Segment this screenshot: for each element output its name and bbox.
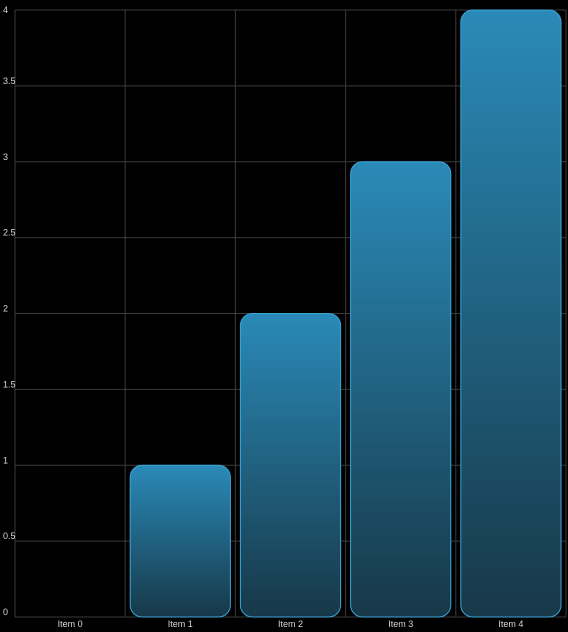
- y-tick-label: 2.5: [3, 228, 16, 238]
- y-tick-label: 4: [3, 5, 8, 15]
- y-tick-label: 0.5: [3, 531, 16, 541]
- y-tick-label: 1.5: [3, 379, 16, 389]
- bar-item-3[interactable]: [350, 161, 452, 618]
- y-tick-label: 0: [3, 607, 8, 617]
- y-tick-label: 1: [3, 455, 8, 465]
- x-category-label: Item 0: [58, 619, 83, 629]
- x-category-label: Item 3: [388, 619, 413, 629]
- y-tick-label: 3: [3, 152, 8, 162]
- y-tick-label: 3.5: [3, 76, 16, 86]
- y-tick-label: 2: [3, 304, 8, 314]
- bars: [129, 9, 562, 618]
- y-axis-ticks: 0 0.5 1 1.5 2 2.5 3 3.5 4: [3, 5, 16, 617]
- x-category-label: Item 4: [498, 619, 523, 629]
- x-axis-categories: Item 0 Item 1 Item 2 Item 3 Item 4: [58, 619, 524, 629]
- bar-item-1[interactable]: [129, 464, 231, 618]
- x-category-label: Item 1: [168, 619, 193, 629]
- bar-item-4[interactable]: [460, 9, 562, 618]
- bar-item-2[interactable]: [239, 313, 342, 618]
- x-category-label: Item 2: [278, 619, 303, 629]
